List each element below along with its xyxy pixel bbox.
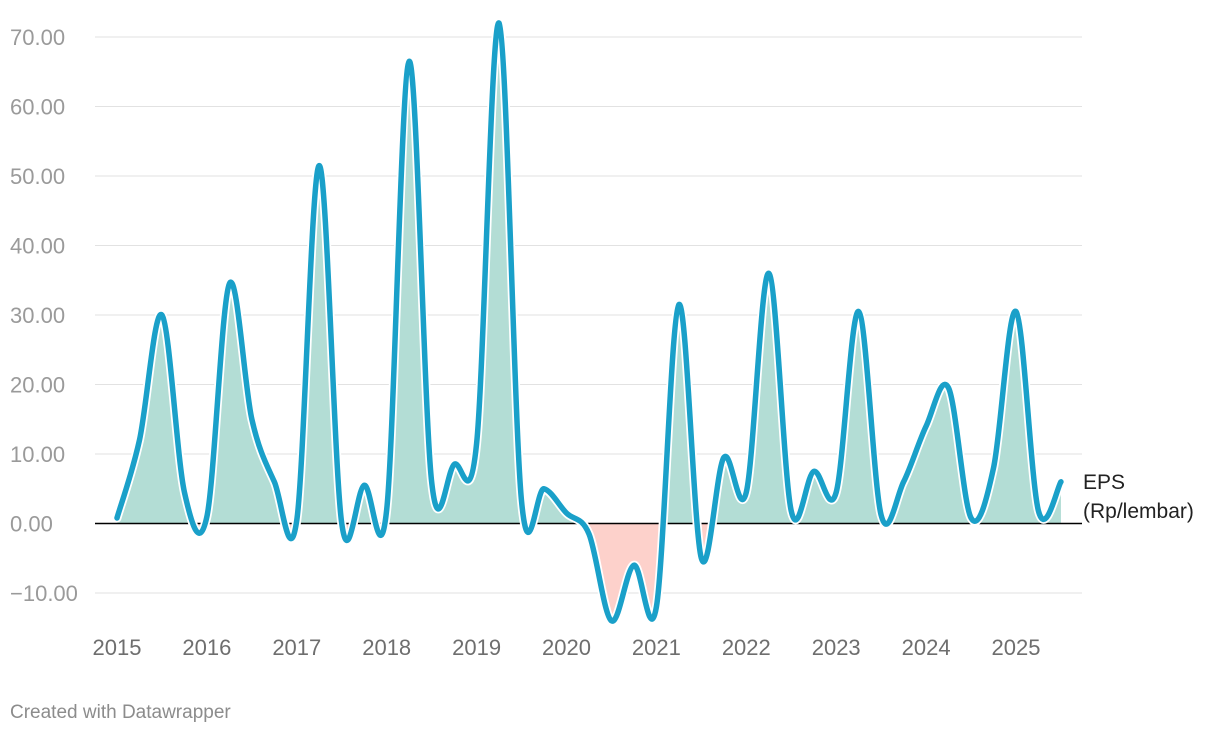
- x-tick-label: 2016: [182, 635, 231, 660]
- y-tick-label: 60.00: [10, 95, 65, 120]
- x-tick-label: 2020: [542, 635, 591, 660]
- eps-series-line: [114, 20, 1064, 624]
- y-tick-label: −10.00: [10, 581, 78, 606]
- x-tick-label: 2023: [812, 635, 861, 660]
- y-tick-label: 30.00: [10, 303, 65, 328]
- eps-area-chart: −10.00 0.00 10.00 20.00 30.00 40.00 50.00 60.00…: [10, 18, 1194, 660]
- x-tick-label: 2018: [362, 635, 411, 660]
- y-tick-label: 10.00: [10, 442, 65, 467]
- series-label-eps: EPS (Rp/lembar): [1083, 471, 1194, 523]
- x-tick-label: 2021: [632, 635, 681, 660]
- x-axis-tick-labels: 2015 2016 2017 2018 2019 2020 2021 2022 2023 2024…: [93, 635, 1041, 660]
- x-tick-label: 2017: [272, 635, 321, 660]
- x-tick-label: 2024: [902, 635, 951, 660]
- x-tick-label: 2015: [93, 635, 142, 660]
- y-axis-tick-labels: −10.00 0.00 10.00 20.00 30.00 40.00 50.00 60.00…: [10, 25, 78, 606]
- y-tick-label: 50.00: [10, 164, 65, 189]
- y-tick-label: 40.00: [10, 234, 65, 259]
- y-tick-label: 70.00: [10, 25, 65, 50]
- x-tick-label: 2022: [722, 635, 771, 660]
- y-tick-label: 0.00: [10, 512, 53, 537]
- series-label-line-1: EPS: [1083, 471, 1125, 494]
- footer-credit: Created with Datawrapper: [10, 702, 231, 723]
- x-tick-label: 2019: [452, 635, 501, 660]
- x-tick-label: 2025: [992, 635, 1041, 660]
- y-tick-label: 20.00: [10, 373, 65, 398]
- series-label-line-2: (Rp/lembar): [1083, 500, 1194, 523]
